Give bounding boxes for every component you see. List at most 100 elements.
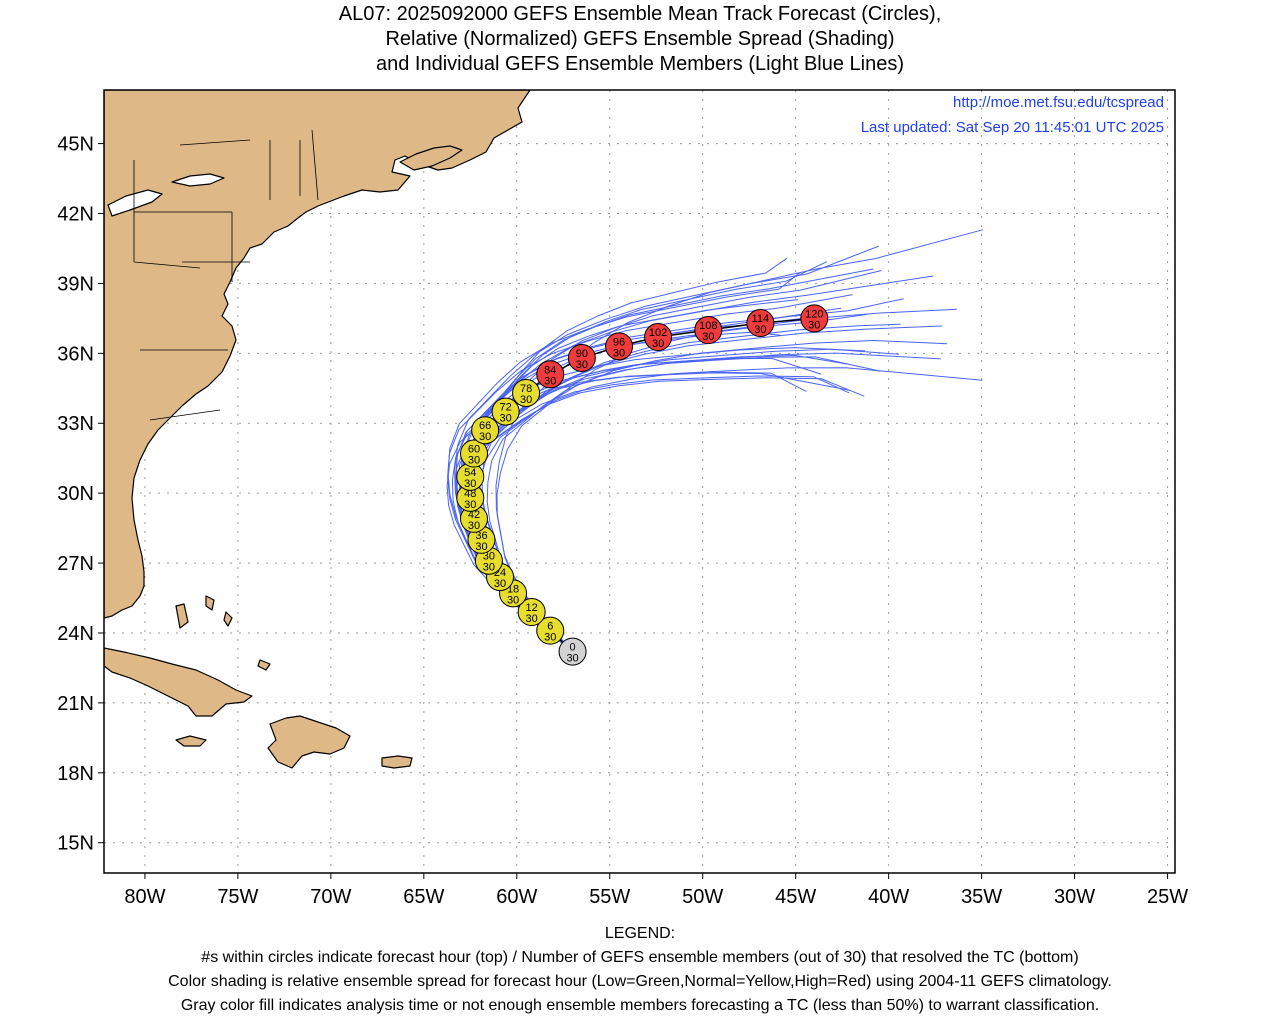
forecast-hour-label: 6	[547, 621, 553, 633]
member-count-label: 30	[566, 653, 578, 665]
member-count-label: 30	[464, 478, 476, 490]
lat-tick-label: 33N	[57, 413, 94, 435]
jamaica	[175, 735, 207, 747]
member-count-label: 30	[483, 562, 495, 574]
map-title-line-3: and Individual GEFS Ensemble Members (Li…	[375, 53, 905, 75]
member-count-label: 30	[808, 319, 820, 331]
source-url: http://moe.met.fsu.edu/tcspread	[953, 94, 1164, 111]
hispaniola	[267, 715, 351, 769]
member-count-label: 30	[544, 632, 556, 644]
lat-tick-label: 30N	[57, 483, 94, 505]
forecast-point: 030	[558, 637, 587, 666]
map-title-line-2: Relative (Normalized) GEFS Ensemble Spre…	[385, 28, 895, 50]
forecast-hour-label: 72	[500, 402, 512, 414]
spread-circle	[491, 397, 520, 426]
forecast-hour-label: 102	[649, 327, 667, 339]
lat-tick-label: 21N	[57, 693, 94, 715]
nova-scotia	[399, 145, 463, 171]
lon-tick-label: 35W	[961, 886, 1002, 908]
axis-ticks: 80W 75W 70W 65W 60W 55W 50W 45W 40W 35W 30W 25W 15N 1…	[57, 134, 1188, 908]
spread-circle	[800, 304, 829, 333]
lon-tick-label: 70W	[310, 886, 351, 908]
bahamas-island	[257, 659, 271, 671]
member-count-label: 30	[754, 324, 766, 336]
state-borders	[133, 129, 319, 421]
spread-circle	[512, 378, 541, 407]
member-count-label: 30	[468, 520, 480, 532]
spread-circle	[644, 323, 673, 352]
forecast-hour-label: 96	[613, 336, 625, 348]
lon-tick-label: 80W	[124, 886, 165, 908]
lon-tick-label: 25W	[1147, 886, 1188, 908]
legend-line-3: Gray color fill indicates analysis time …	[180, 997, 1100, 1014]
member-count-label: 30	[613, 347, 625, 359]
member-count-label: 30	[464, 499, 476, 511]
spread-circle	[536, 360, 565, 389]
member-count-label: 30	[479, 431, 491, 443]
forecast-hour-label: 36	[475, 530, 487, 542]
member-count-label: 30	[576, 359, 588, 371]
last-updated: Last updated: Sat Sep 20 11:45:01 UTC 20…	[861, 119, 1164, 136]
lat-tick-label: 18N	[57, 763, 94, 785]
member-count-label: 30	[544, 375, 556, 387]
spread-circle	[460, 439, 489, 468]
spread-circle	[694, 316, 723, 345]
member-count-label: 30	[475, 541, 487, 553]
member-count-label: 30	[494, 578, 506, 590]
lon-tick-label: 75W	[217, 886, 258, 908]
spread-circle	[517, 598, 546, 626]
forecast-hour-label: 90	[576, 348, 588, 360]
member-count-label: 30	[520, 394, 532, 406]
lat-tick-label: 45N	[57, 134, 94, 156]
map-title-line-1: AL07: 2025092000 GEFS Ensemble Mean Trac…	[338, 3, 942, 25]
spread-circle	[746, 309, 775, 338]
lat-tick-label: 36N	[57, 343, 94, 365]
forecast-hour-label: 12	[526, 602, 538, 614]
cuba	[104, 647, 253, 717]
forecast-hour-label: 120	[805, 308, 823, 320]
forecast-hour-label: 54	[464, 467, 476, 479]
member-count-label: 30	[702, 331, 714, 343]
spread-circle	[536, 616, 565, 645]
forecast-hour-label: 66	[479, 420, 491, 432]
forecast-hour-label: 108	[699, 320, 717, 332]
mean-track-forecast: 0306301230183024303030363042304830543060…	[456, 304, 829, 666]
forecast-hour-label: 60	[468, 444, 480, 456]
member-count-label: 30	[507, 594, 519, 606]
forecast-hour-label: 84	[544, 364, 556, 376]
legend-line-2: Color shading is relative ensemble sprea…	[168, 973, 1112, 990]
forecast-hour-label: 78	[520, 383, 532, 395]
puerto-rico	[381, 755, 413, 769]
forecast-hour-label: 30	[483, 551, 495, 563]
spread-circle	[567, 343, 596, 372]
lat-tick-label: 42N	[57, 204, 94, 226]
lon-tick-label: 65W	[403, 886, 444, 908]
forecast-hour-label: 0	[570, 642, 576, 654]
lon-tick-label: 30W	[1054, 886, 1095, 908]
bahamas-andros	[175, 603, 189, 629]
member-count-label: 30	[468, 455, 480, 467]
bahamas-island	[223, 611, 233, 627]
forecast-hour-label: 48	[464, 488, 476, 500]
lat-tick-label: 39N	[57, 273, 94, 295]
great-lakes-water	[107, 173, 225, 217]
bahamas-island	[205, 595, 215, 611]
member-count-label: 30	[526, 613, 538, 625]
spread-circle	[558, 637, 587, 666]
lon-tick-label: 45W	[775, 886, 816, 908]
